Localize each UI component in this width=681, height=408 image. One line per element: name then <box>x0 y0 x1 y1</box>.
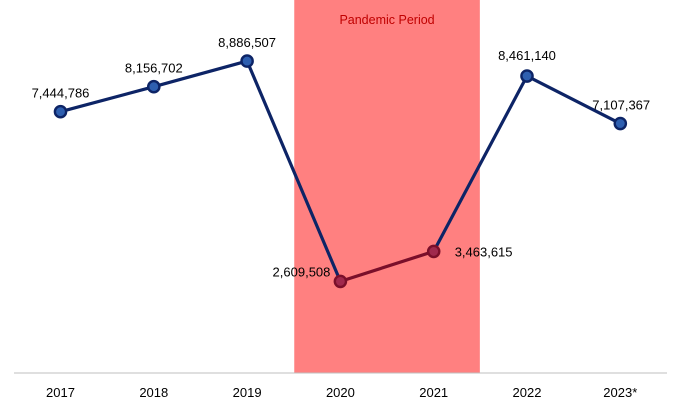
data-point-2018 <box>146 79 161 94</box>
data-points <box>53 54 628 289</box>
pandemic-period-label: Pandemic Period <box>339 13 434 27</box>
data-label-2022: 8,461,140 <box>498 48 556 63</box>
data-label-2018: 8,156,702 <box>125 61 183 76</box>
data-label-2023: 7,107,367 <box>592 98 650 113</box>
pandemic-line-segment <box>338 249 436 284</box>
data-point-2019 <box>240 54 254 68</box>
line-segment <box>432 74 529 254</box>
data-point-2023 <box>613 116 628 131</box>
series-line <box>58 59 622 284</box>
x-axis-ticks: 2017 2018 2019 2020 2021 2022 2023* <box>46 385 637 400</box>
x-tick-label: 2022 <box>513 385 542 400</box>
data-label-2020: 2,609,508 <box>273 264 331 279</box>
data-point-2017 <box>53 104 68 119</box>
x-tick-label: 2019 <box>233 385 262 400</box>
data-label-2019: 8,886,507 <box>218 35 276 50</box>
data-point-2021 <box>426 244 441 259</box>
data-label-2017: 7,444,786 <box>32 86 90 101</box>
data-labels: 7,444,786 8,156,702 8,886,507 2,609,508 3,46… <box>32 35 651 279</box>
x-tick-label: 2021 <box>419 385 448 400</box>
x-tick-label: 2018 <box>139 385 168 400</box>
line-segment <box>245 59 342 284</box>
line-segment <box>58 85 156 114</box>
x-tick-label: 2023* <box>603 385 637 400</box>
data-point-2020 <box>333 274 348 289</box>
data-label-2021: 3,463,615 <box>455 244 513 259</box>
x-tick-label: 2017 <box>46 385 75 400</box>
line-segment <box>152 59 249 89</box>
pandemic-period-band <box>294 0 480 373</box>
line-segment <box>525 74 622 126</box>
data-point-2022 <box>520 69 534 83</box>
x-tick-label: 2020 <box>326 385 355 400</box>
